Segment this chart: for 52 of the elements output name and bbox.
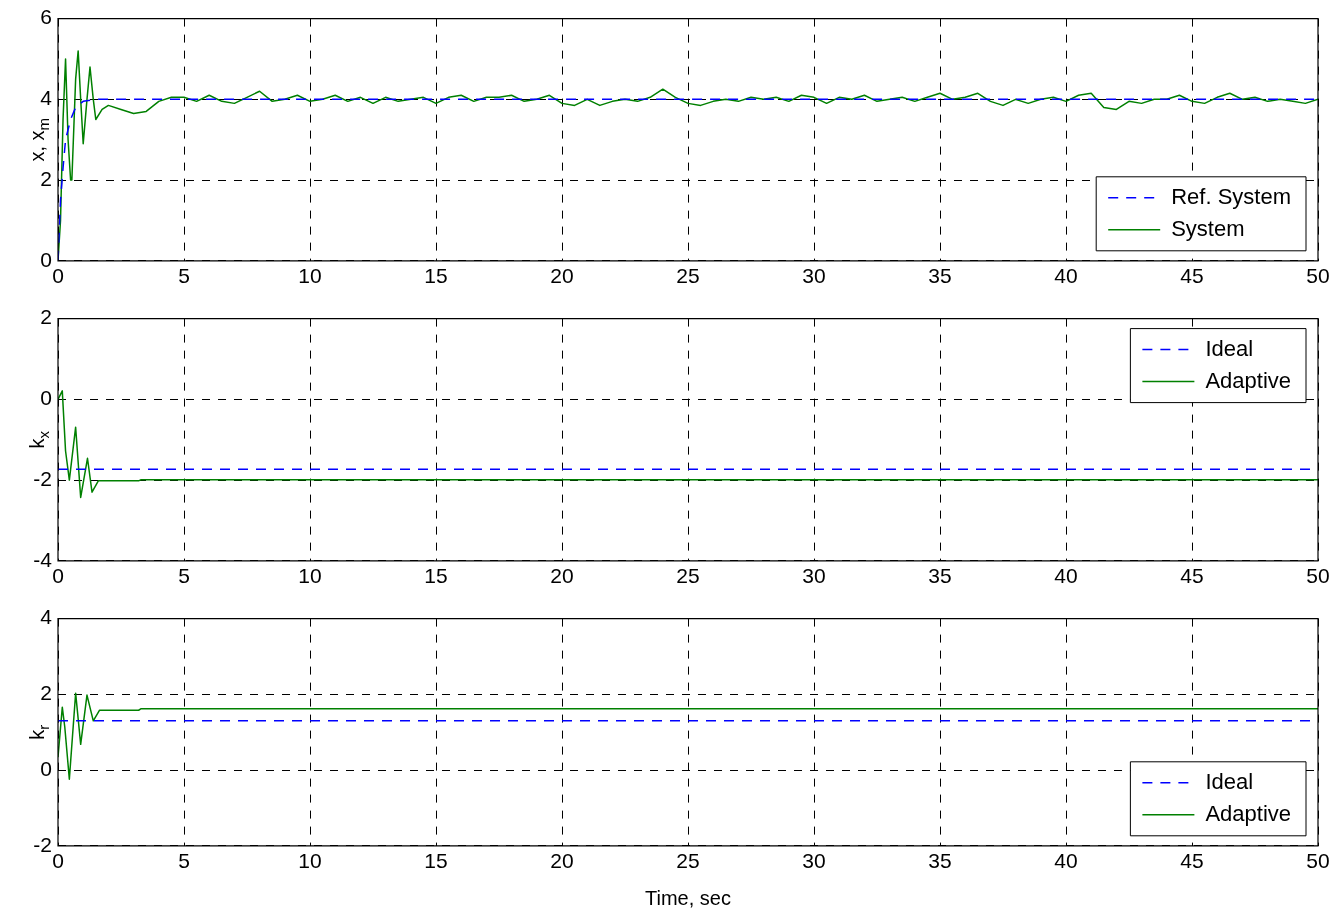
x-tick-label: 45 <box>1180 264 1204 288</box>
x-tick-label: 50 <box>1306 849 1330 873</box>
legend-label: System <box>1171 215 1245 241</box>
x-tick-label: 35 <box>928 564 952 588</box>
y-tick-label: 0 <box>40 386 52 410</box>
y-tick-label: 2 <box>40 166 52 190</box>
x-tick-label: 15 <box>424 564 448 588</box>
x-tick-label: 10 <box>298 849 322 873</box>
x-tick-label: 40 <box>1054 264 1078 288</box>
x-tick-label: 35 <box>928 264 952 288</box>
x-tick-label: 5 <box>178 849 190 873</box>
y-tick-label: 4 <box>40 605 53 629</box>
x-tick-label: 10 <box>298 564 322 588</box>
y-tick-label: -4 <box>33 547 53 571</box>
legend-label: Adaptive <box>1205 800 1292 826</box>
y-tick-label: -2 <box>33 466 52 490</box>
legend-label: Ideal <box>1205 335 1254 361</box>
x-tick-label: 25 <box>676 264 700 288</box>
x-tick-label: 15 <box>424 264 448 288</box>
x-tick-label: 35 <box>928 849 952 873</box>
x-tick-label: 45 <box>1180 849 1204 873</box>
x-tick-label: 10 <box>298 264 322 288</box>
x-tick-label: 5 <box>178 564 190 588</box>
x-tick-label: 30 <box>802 564 826 588</box>
x-tick-label: 20 <box>550 564 574 588</box>
y-tick-label: 6 <box>40 5 52 29</box>
y-tick-label: 0 <box>40 756 52 780</box>
y-tick-label: 2 <box>40 305 52 329</box>
y-tick-label: 0 <box>40 247 52 271</box>
x-tick-label: 5 <box>178 264 190 288</box>
y-axis-title: kx <box>25 430 53 449</box>
legend-label: Ideal <box>1205 768 1254 794</box>
legend-label: Ref. System <box>1171 183 1291 209</box>
x-tick-label: 30 <box>802 849 826 873</box>
x-axis-title: Time, sec <box>645 886 731 909</box>
x-tick-label: 40 <box>1054 849 1078 873</box>
y-tick-label: -2 <box>33 832 52 856</box>
y-axis-title: kr <box>25 724 53 740</box>
x-tick-label: 15 <box>424 849 448 873</box>
x-tick-label: 50 <box>1306 264 1330 288</box>
y-tick-label: 2 <box>40 681 52 705</box>
x-tick-label: 30 <box>802 264 826 288</box>
y-tick-label: 4 <box>40 86 53 110</box>
x-tick-label: 20 <box>550 264 574 288</box>
x-tick-label: 25 <box>676 849 700 873</box>
y-axis-title: x, xm <box>25 117 53 162</box>
x-tick-label: 40 <box>1054 564 1078 588</box>
x-tick-label: 45 <box>1180 564 1204 588</box>
x-tick-label: 20 <box>550 849 574 873</box>
legend-label: Adaptive <box>1205 367 1292 393</box>
x-tick-label: 25 <box>676 564 700 588</box>
x-tick-label: 50 <box>1306 564 1330 588</box>
